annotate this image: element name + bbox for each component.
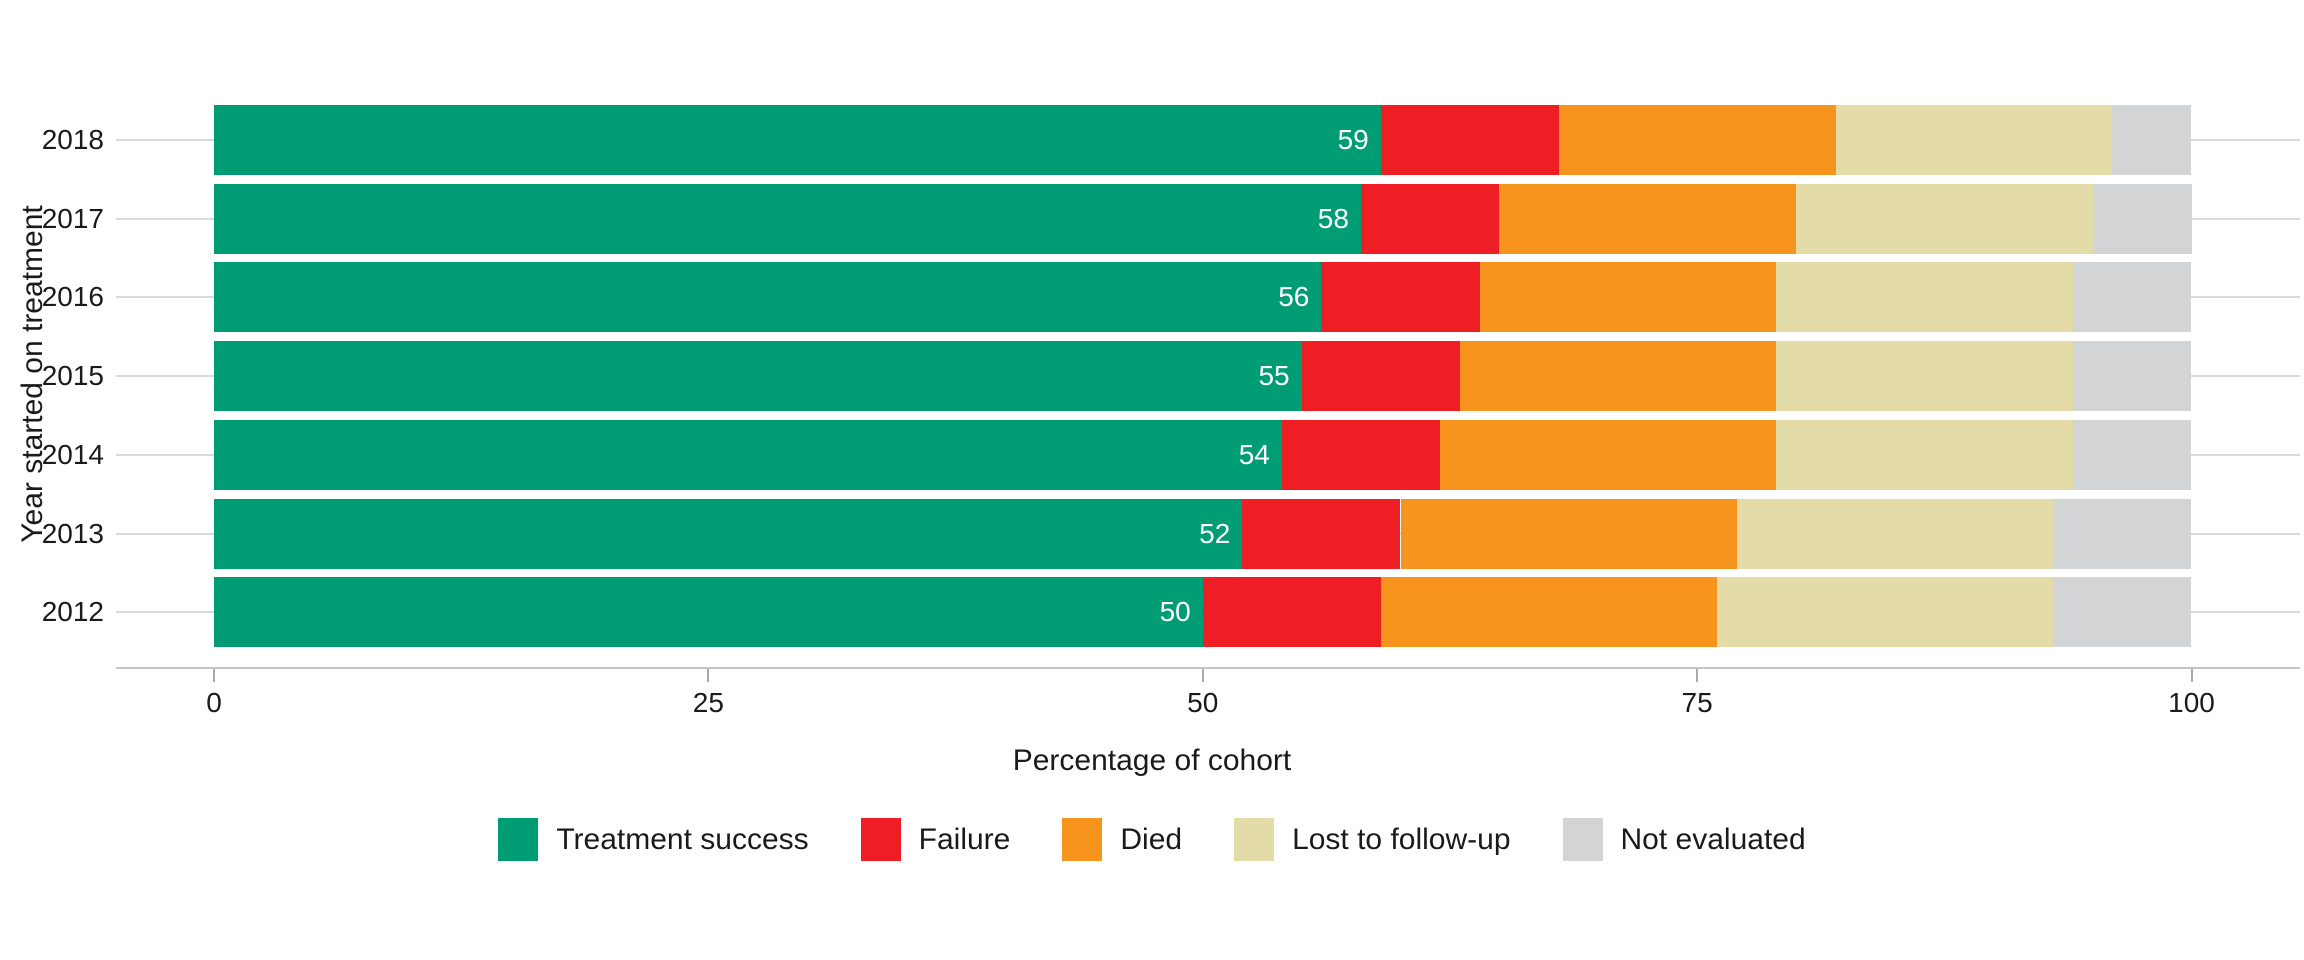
legend-item-not-evaluated: Not evaluated (1562, 818, 1806, 861)
x-tick-mark-100 (2190, 669, 2193, 682)
bar-row-2016: 56 (0, 262, 2304, 333)
x-tick-label-25: 25 (692, 687, 724, 718)
legend-label: Treatment success (556, 822, 809, 856)
x-tick-label-50: 50 (1187, 687, 1219, 718)
bar-segment-failure (1380, 105, 1559, 175)
bar-segment-lost-to-follow-up (1776, 341, 2073, 412)
bar-segment-treatment-success: 54 (214, 419, 1282, 490)
bar-segment-not-evaluated (2112, 105, 2192, 175)
bar-segment-died (1499, 183, 1796, 254)
legend-item-treatment-success: Treatment success (498, 818, 809, 861)
bar-value-label: 54 (1238, 438, 1270, 470)
x-tick-label-100: 100 (2168, 687, 2215, 718)
x-axis-line (116, 667, 2300, 669)
legend-label: Failure (918, 822, 1011, 856)
legend-key-swatch (1562, 818, 1603, 861)
legend-item-died: Died (1062, 818, 1182, 861)
y-tick-label-2014: 2014 (41, 438, 104, 470)
bar-segment-treatment-success: 56 (214, 262, 1322, 333)
y-tick-label-2013: 2013 (41, 517, 104, 549)
bar-segment-not-evaluated (2053, 577, 2192, 648)
bar-row-2018: 59 (0, 105, 2304, 175)
bar-segment-failure (1242, 498, 1401, 569)
bar-segment-not-evaluated (2072, 262, 2192, 333)
bar-segment-treatment-success: 50 (214, 577, 1203, 648)
bar-segment-not-evaluated (2072, 341, 2192, 412)
bar-segment-lost-to-follow-up (1736, 498, 2054, 569)
y-tick-label-2012: 2012 (41, 596, 104, 628)
bar-value-label: 55 (1258, 360, 1290, 392)
bar-segment-died (1558, 105, 1836, 175)
bar-segment-lost-to-follow-up (1716, 577, 2054, 648)
legend-key-swatch (860, 818, 901, 861)
bar-segment-treatment-success: 58 (214, 183, 1361, 254)
bar-segment-failure (1202, 577, 1381, 648)
bar-segment-died (1400, 498, 1737, 569)
bar-value-label: 50 (1159, 596, 1191, 628)
bar-row-2012: 50 (0, 577, 2304, 648)
y-tick-label-2017: 2017 (41, 202, 104, 234)
bar-segment-failure (1321, 262, 1480, 333)
y-tick-label-2016: 2016 (41, 281, 104, 313)
bar-segment-lost-to-follow-up (1776, 262, 2073, 333)
bar-row-2014: 54 (0, 419, 2304, 490)
y-axis-title: Year started on treatment (16, 205, 49, 543)
y-tick-label-2015: 2015 (41, 360, 104, 392)
bar-segment-lost-to-follow-up (1835, 105, 2113, 175)
x-tick-label-0: 0 (206, 687, 222, 718)
legend: Treatment success Failure Died Lost to foll… (0, 818, 2304, 861)
legend-key-swatch (1234, 818, 1275, 861)
bar-segment-died (1380, 577, 1717, 648)
bar-segment-died (1440, 419, 1777, 490)
bar-segment-treatment-success: 55 (214, 341, 1302, 412)
bar-segment-lost-to-follow-up (1776, 419, 2073, 490)
bar-segment-not-evaluated (2092, 183, 2192, 254)
bar-row-2013: 52 (0, 498, 2304, 569)
bar-segment-failure (1360, 183, 1500, 254)
bar-segment-not-evaluated (2053, 498, 2192, 569)
legend-item-failure: Failure (860, 818, 1011, 861)
x-tick-mark-75 (1696, 669, 1699, 682)
bar-segment-lost-to-follow-up (1796, 183, 2093, 254)
x-axis-title: Percentage of cohort (1012, 744, 1292, 777)
y-tick-label-2018: 2018 (41, 124, 104, 155)
legend-item-lost-to-follow-up: Lost to follow-up (1234, 818, 1511, 861)
legend-label: Lost to follow-up (1292, 822, 1511, 856)
bar-row-2017: 58 (0, 183, 2304, 254)
legend-key-swatch (1062, 818, 1103, 861)
legend-key-swatch (498, 818, 539, 861)
x-tick-mark-50 (1201, 669, 1204, 682)
bar-segment-treatment-success: 52 (214, 498, 1243, 569)
x-tick-mark-25 (707, 669, 710, 682)
bar-segment-not-evaluated (2072, 419, 2192, 490)
bar-row-2015: 55 (0, 341, 2304, 412)
bar-segment-died (1459, 341, 1777, 412)
bar-value-label: 59 (1337, 124, 1369, 155)
bar-segment-died (1479, 262, 1777, 333)
legend-label: Died (1120, 822, 1183, 856)
bar-segment-failure (1281, 419, 1441, 490)
bar-value-label: 58 (1317, 202, 1349, 234)
bar-value-label: 52 (1199, 517, 1231, 549)
x-tick-label-75: 75 (1681, 687, 1713, 718)
bar-value-label: 56 (1278, 281, 1310, 313)
bar-segment-treatment-success: 59 (214, 105, 1381, 175)
legend-label: Not evaluated (1620, 822, 1806, 856)
x-tick-mark-0 (213, 669, 215, 682)
bar-segment-failure (1301, 341, 1460, 412)
